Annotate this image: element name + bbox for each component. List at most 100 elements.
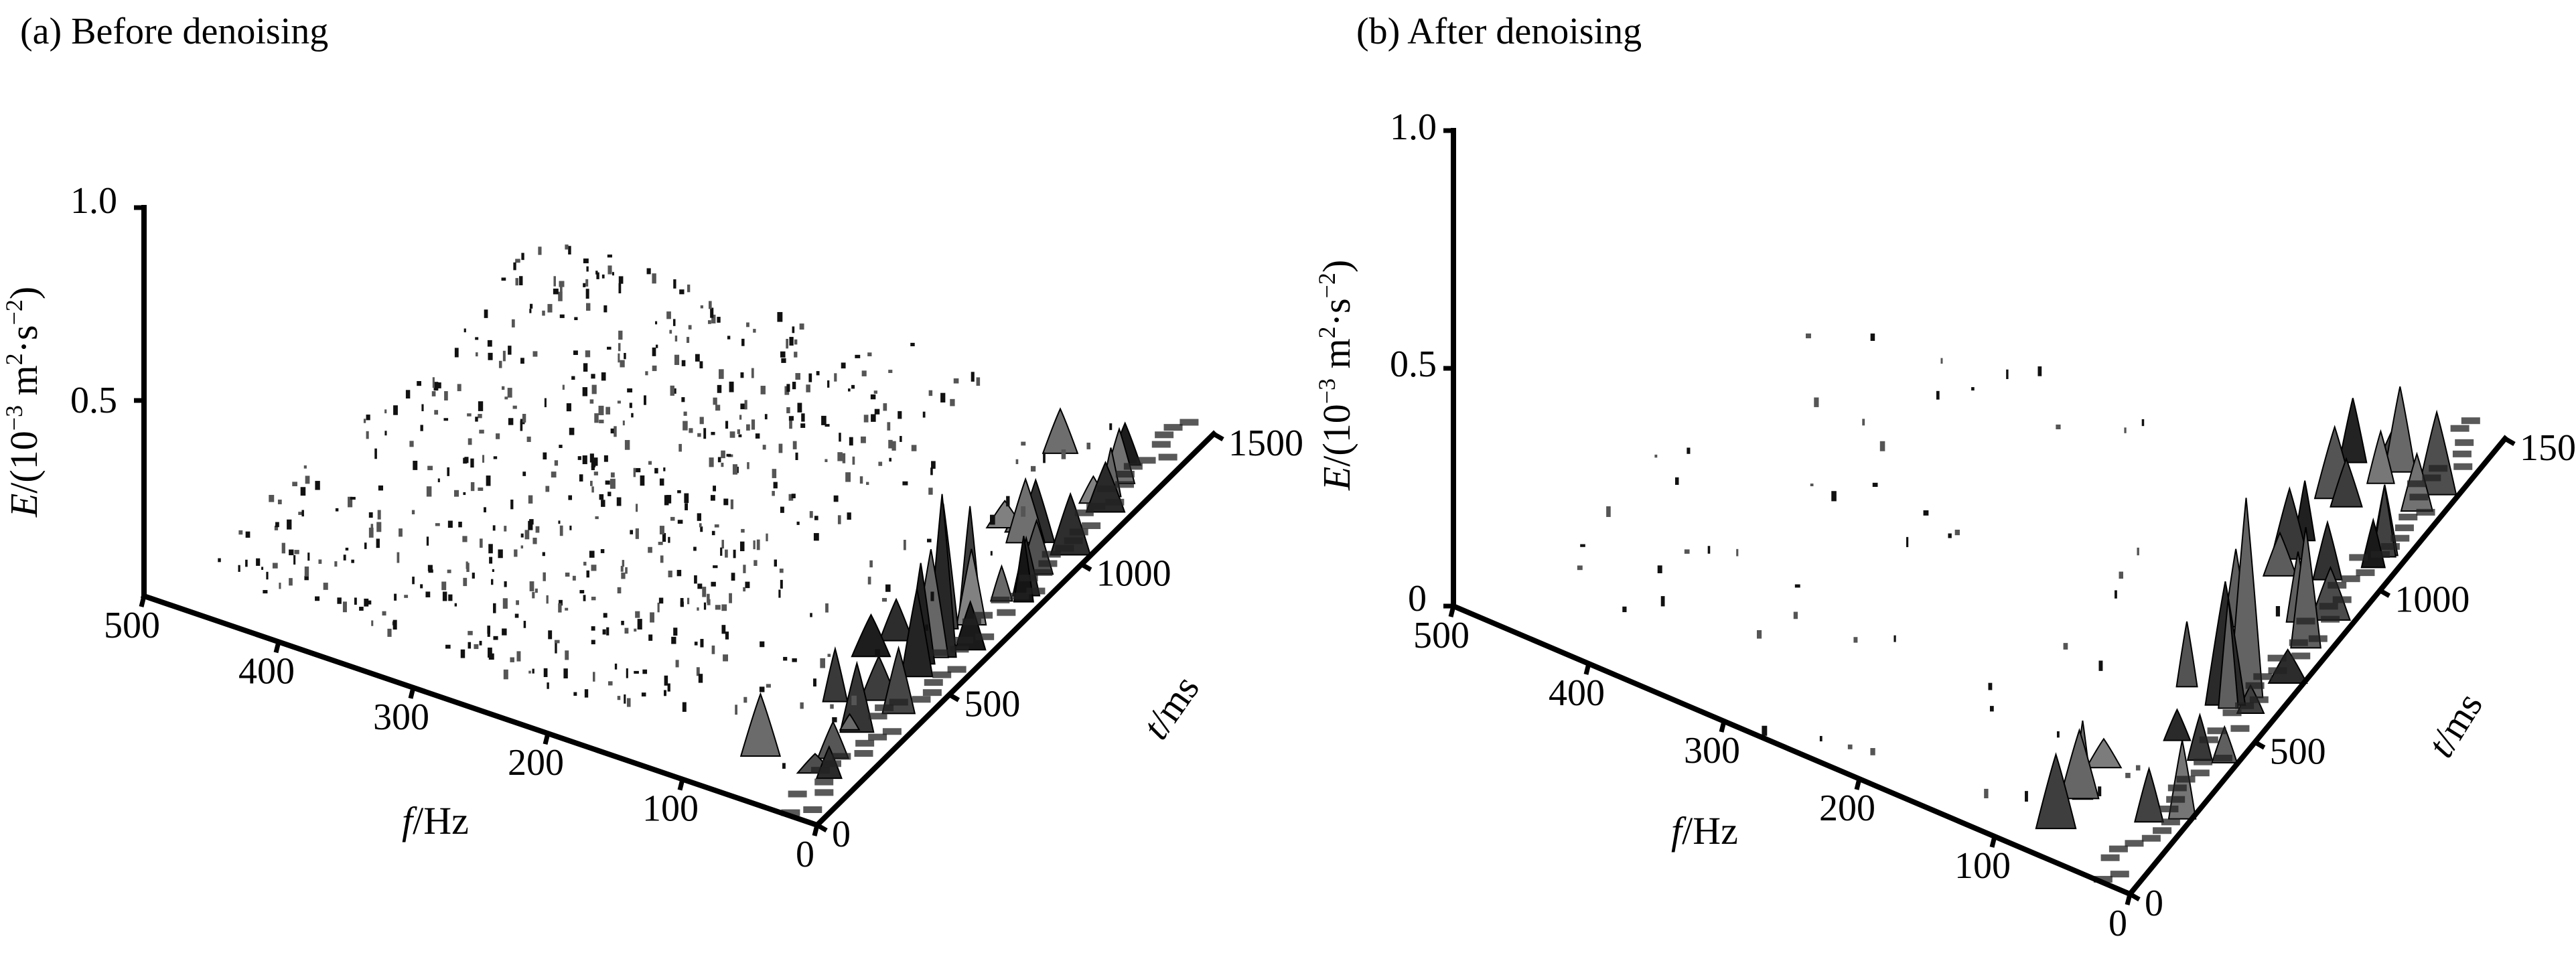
noise-speck <box>659 598 663 604</box>
noise-speck <box>605 480 610 484</box>
noise-speck <box>605 407 610 415</box>
noise-speck <box>475 417 478 421</box>
noise-speck <box>713 565 717 568</box>
noise-speck <box>774 482 778 489</box>
noise-speck <box>754 560 757 566</box>
noise-speck <box>545 398 547 408</box>
noise-speck <box>612 272 614 275</box>
noise-speck <box>590 481 593 486</box>
noise-speck <box>729 382 734 392</box>
noise-speck <box>838 515 841 524</box>
noise-speck <box>508 418 513 425</box>
spectrum-base <box>2159 806 2178 812</box>
noise-speck <box>645 371 648 375</box>
noise-speck <box>484 309 488 318</box>
noise-speck <box>733 550 736 559</box>
noise-speck <box>532 538 536 544</box>
noise-speck <box>717 385 722 393</box>
noise-speck <box>618 343 620 351</box>
noise-speck <box>638 619 642 630</box>
spectrum-base <box>2153 827 2171 834</box>
noise-speck <box>436 382 441 388</box>
noise-speck <box>1831 491 1837 501</box>
f-tick-label: 500 <box>104 605 160 646</box>
noise-speck <box>813 678 816 686</box>
noise-speck <box>315 597 319 601</box>
noise-speck <box>1971 387 1975 390</box>
spectrum-base <box>974 612 993 619</box>
noise-speck <box>608 681 613 685</box>
noise-speck <box>324 583 328 590</box>
noise-speck <box>555 643 557 654</box>
noise-speck <box>875 409 880 415</box>
noise-speck <box>781 358 786 363</box>
noise-speck <box>583 595 586 601</box>
f-tick-label: 400 <box>238 650 295 692</box>
noise-speck <box>780 507 784 513</box>
f-tick-label: 0 <box>2108 903 2127 944</box>
noise-speck <box>717 318 720 322</box>
noise-speck <box>2124 427 2126 433</box>
noise-speck <box>712 531 715 535</box>
noise-speck <box>652 366 657 371</box>
noise-speck <box>625 440 630 450</box>
noise-speck <box>530 304 532 309</box>
noise-speck <box>304 465 307 469</box>
spectrum-base <box>1155 431 1173 438</box>
noise-speck <box>670 386 674 396</box>
spectrum-base <box>1055 545 1074 552</box>
noise-speck <box>848 388 851 391</box>
noise-speck <box>382 611 386 615</box>
noise-speck <box>2098 660 2102 670</box>
noise-speck <box>586 303 590 311</box>
noise-speck <box>834 496 839 502</box>
noise-speck <box>694 575 697 583</box>
noise-speck <box>621 621 624 625</box>
spectrum-base <box>2142 835 2161 842</box>
noise-speck <box>910 343 914 346</box>
spectrum-base <box>2214 755 2232 761</box>
noise-speck <box>814 533 819 540</box>
spectrum-base <box>2328 582 2346 589</box>
noise-speck <box>820 658 825 668</box>
noise-speck <box>796 453 798 460</box>
noise-speck <box>640 475 645 486</box>
noise-speck <box>594 413 598 423</box>
noise-speck <box>697 607 699 611</box>
noise-speck <box>591 565 597 571</box>
noise-speck <box>278 500 282 504</box>
noise-speck <box>684 412 687 416</box>
noise-speck <box>761 386 766 394</box>
noise-speck <box>677 490 681 493</box>
noise-speck <box>760 686 765 692</box>
noise-speck <box>502 277 506 281</box>
noise-speck <box>599 420 603 423</box>
spectrum-base <box>1097 486 1116 492</box>
noise-speck <box>438 478 440 482</box>
spectrum-base <box>2250 696 2269 703</box>
noise-speck <box>1794 612 1798 619</box>
noise-speck <box>756 433 760 439</box>
noise-speck <box>1814 397 1818 407</box>
noise-speck <box>1795 585 1800 588</box>
f-tick-label: 400 <box>1549 672 1605 714</box>
noise-speck <box>1006 496 1009 507</box>
noise-speck <box>825 424 830 427</box>
noise-speck <box>532 351 537 356</box>
spectrum-base <box>1152 441 1171 448</box>
noise-speck <box>704 603 706 610</box>
noise-speck <box>1936 391 1940 400</box>
noise-speck <box>841 362 846 368</box>
noise-speck <box>727 454 731 457</box>
noise-speck <box>2098 786 2101 796</box>
noise-speck <box>889 458 891 461</box>
spectrum-base <box>1082 522 1100 529</box>
noise-speck <box>293 555 295 565</box>
noise-speck <box>797 403 802 413</box>
noise-speck <box>782 763 786 769</box>
noise-speck <box>699 674 703 682</box>
noise-speck <box>664 495 669 505</box>
noise-speck <box>301 487 306 496</box>
spectrum-base <box>2230 725 2249 732</box>
